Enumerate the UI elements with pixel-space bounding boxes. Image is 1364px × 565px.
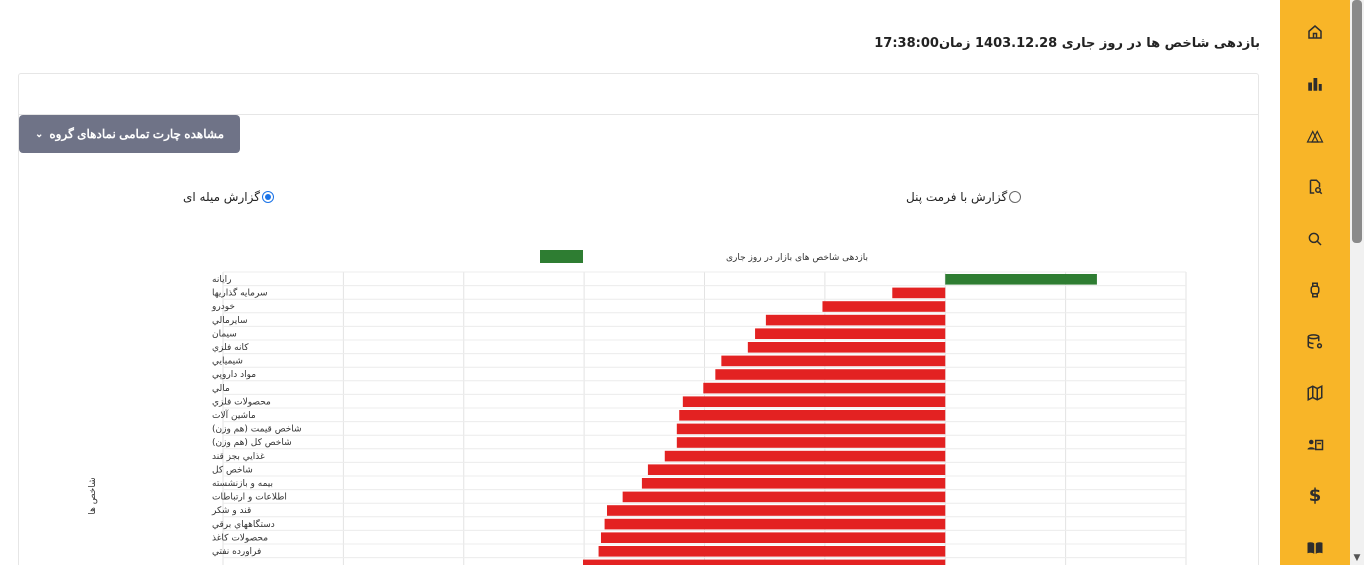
- chevron-down-icon: ⌄: [34, 128, 44, 140]
- page-title: بازدهی شاخص ها در روز جاری 1403.12.28 زم…: [874, 36, 1260, 51]
- category-label: اطلاعات و ارتباطات: [212, 493, 287, 503]
- scrollbar-thumb[interactable]: [1352, 0, 1362, 243]
- y-axis-label: شاخص ها: [88, 477, 98, 514]
- chart-grid: [222, 271, 1187, 565]
- bar[interactable]: [822, 301, 946, 312]
- bar[interactable]: [703, 382, 946, 394]
- bar[interactable]: [664, 450, 946, 462]
- search-icon[interactable]: [1280, 213, 1350, 264]
- category-label: قند و شکر: [211, 506, 251, 516]
- category-label: رایانه: [212, 275, 231, 285]
- scroll-down-arrow[interactable]: ▼: [1353, 553, 1361, 563]
- bar[interactable]: [606, 505, 946, 516]
- category-label: غذایي بجز قند: [212, 452, 265, 462]
- category-label: محصولات کاغذ: [212, 533, 268, 543]
- category-label: محصولات فلزي: [212, 397, 271, 407]
- category-label: سرمایه گذاریها: [212, 287, 268, 299]
- bar[interactable]: [641, 478, 946, 489]
- bar[interactable]: [747, 342, 946, 353]
- category-label: مالي: [212, 384, 230, 394]
- bar[interactable]: [676, 437, 946, 448]
- bar-chart: رایانه سرمایه گذاریها خودرو سایرمالي سیمان کا…: [88, 250, 1187, 565]
- chart-category-labels: رایانه سرمایه گذاریها خودرو سایرمالي سیمان کا…: [211, 275, 302, 557]
- category-label: کانه فلزي: [212, 343, 249, 353]
- category-label: بیمه و بازنشسته: [212, 479, 273, 489]
- chart-panel: [18, 73, 1259, 565]
- bar-cutoff: [583, 559, 946, 565]
- chart-bars: [583, 274, 1097, 565]
- bar[interactable]: [622, 491, 946, 503]
- bar[interactable]: [945, 274, 1097, 285]
- category-label: سایرمالي: [212, 316, 248, 326]
- radio-panel-report-button[interactable]: [1009, 191, 1022, 203]
- bar[interactable]: [604, 518, 946, 530]
- category-label: سیمان: [212, 329, 237, 339]
- home-icon[interactable]: [1280, 6, 1350, 57]
- bar[interactable]: [598, 546, 946, 557]
- legend-label: بازدهی شاخص های بازار در روز جاری: [726, 253, 868, 263]
- category-label: خودرو: [211, 302, 235, 312]
- bar[interactable]: [676, 423, 946, 435]
- radio-bar-report-button[interactable]: [261, 191, 274, 203]
- category-label: شیمیایي: [212, 357, 243, 367]
- book-icon[interactable]: [1280, 522, 1350, 565]
- bar[interactable]: [647, 464, 946, 475]
- triangles-icon[interactable]: [1280, 110, 1350, 161]
- page-scrollbar[interactable]: ▼: [1350, 0, 1364, 565]
- watch-icon[interactable]: [1280, 264, 1350, 315]
- bar[interactable]: [892, 287, 946, 299]
- map-icon[interactable]: [1280, 367, 1350, 418]
- legend-swatch: [540, 250, 583, 263]
- category-label: فراورده نفتي: [212, 547, 261, 557]
- buildings-icon[interactable]: [1280, 58, 1350, 109]
- category-label: شاخص کل: [212, 465, 253, 475]
- sidebar: $: [1280, 0, 1350, 565]
- bar[interactable]: [600, 532, 946, 543]
- category-label: ماشین آلات: [212, 409, 256, 421]
- bar[interactable]: [755, 328, 946, 339]
- view-group-chart-button[interactable]: مشاهده چارت تمامی نمادهای گروه ⌄: [19, 115, 240, 153]
- group-button-label: مشاهده چارت تمامی نمادهای گروه: [49, 127, 225, 141]
- dollar-icon[interactable]: $: [1308, 485, 1322, 506]
- radio-bar-report[interactable]: گزارش میله ای: [183, 190, 274, 204]
- panel-divider: [18, 114, 1259, 115]
- radio-panel-report-label: گزارش با فرمت پنل: [906, 190, 1008, 204]
- bar[interactable]: [679, 410, 946, 421]
- category-label: دستگاههاي برقي: [212, 518, 275, 530]
- category-label: شاخص قیمت (هم وزن): [212, 425, 302, 435]
- file-search-icon[interactable]: [1280, 161, 1350, 212]
- bar[interactable]: [682, 396, 946, 407]
- radio-panel-report[interactable]: گزارش با فرمت پنل: [906, 190, 1022, 204]
- category-label: مواد داروپي: [212, 370, 256, 380]
- database-gear-icon[interactable]: [1280, 316, 1350, 367]
- bar[interactable]: [721, 355, 946, 367]
- user-card-icon[interactable]: [1280, 419, 1350, 470]
- category-label: شاخص کل (هم وزن): [212, 438, 292, 448]
- radio-bar-report-label: گزارش میله ای: [183, 190, 260, 204]
- bar[interactable]: [765, 314, 946, 326]
- bar[interactable]: [715, 369, 946, 380]
